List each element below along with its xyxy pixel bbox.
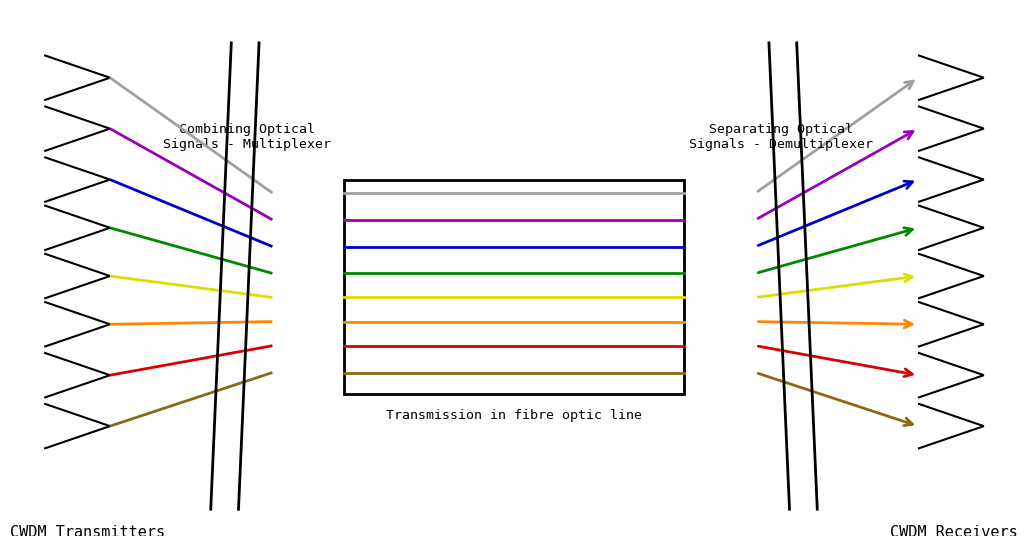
Bar	[344, 180, 684, 394]
Text: CWDM Receivers: CWDM Receivers	[890, 525, 1018, 536]
Text: Separating Optical
Signals - Demultiplexer: Separating Optical Signals - Demultiplex…	[690, 123, 873, 151]
Text: Transmission in fibre optic line: Transmission in fibre optic line	[386, 409, 642, 422]
Text: Combining Optical
Signals - Multiplexer: Combining Optical Signals - Multiplexer	[162, 123, 331, 151]
Text: CWDM Transmitters: CWDM Transmitters	[10, 525, 166, 536]
